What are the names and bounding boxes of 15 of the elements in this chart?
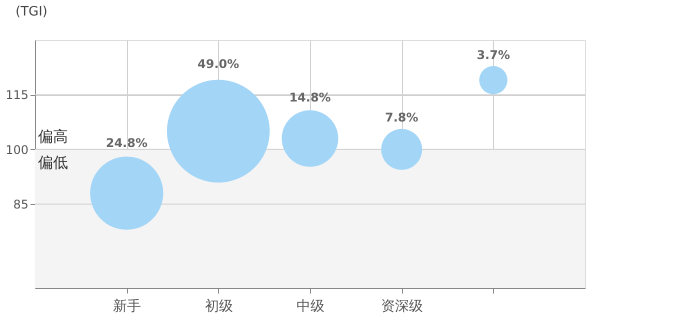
x-tick-label: 初级 bbox=[204, 298, 233, 314]
data-label: 14.8% bbox=[289, 90, 331, 105]
data-label: 49.0% bbox=[198, 57, 240, 72]
data-label: 3.7% bbox=[476, 48, 510, 62]
x-tick-label: 新手 bbox=[113, 298, 142, 314]
annotation: 偏高 bbox=[38, 127, 68, 146]
x-tick-label: 中级 bbox=[296, 298, 324, 314]
y-tick-label: 85 bbox=[13, 198, 28, 212]
y-axis-title: (TGI) bbox=[16, 4, 48, 20]
data-label: 24.8% bbox=[106, 136, 148, 150]
y-tick-label: 115 bbox=[6, 88, 28, 102]
data-label: 7.8% bbox=[385, 110, 418, 124]
y-tick-label: 100 bbox=[6, 142, 28, 157]
x-tick-label: 资深级 bbox=[381, 298, 424, 314]
annotation: 偏低 bbox=[38, 153, 68, 172]
